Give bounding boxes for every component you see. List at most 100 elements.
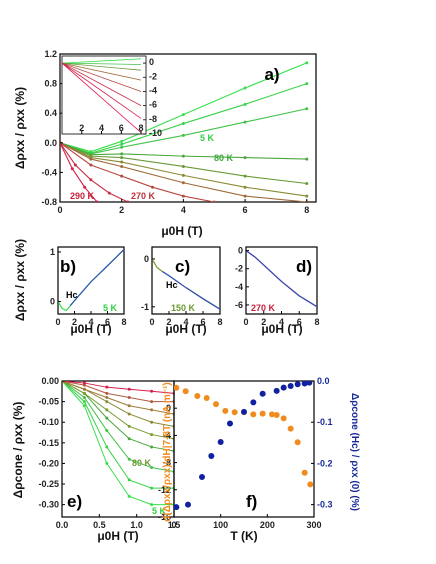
f-series-1-point-2 (199, 474, 205, 481)
a-series-1-point-2 (120, 142, 124, 146)
a-ytick-label-3: 0.0 (44, 138, 57, 148)
d-xlabel: μ0H (T) (261, 322, 302, 336)
f-series-1-point-5 (227, 420, 233, 427)
f-series-0-point-15 (301, 469, 308, 476)
f-y2tick-label-0: 0.0 (317, 376, 330, 386)
a-inset-ytick-label-2: -4 (149, 85, 157, 95)
a-series-1-point-3 (181, 122, 185, 126)
c-ann-hc: Hc (166, 280, 178, 290)
d-xtick-label-4: 8 (314, 317, 319, 327)
a-inset-series-0-line (62, 58, 142, 64)
a-series-9-point-3 (95, 200, 99, 202)
f-plot-frame (173, 380, 315, 518)
f-series-1-point-10 (280, 384, 287, 391)
e-xlabel: μ0H (T) (97, 529, 138, 543)
a-inset-ytick-label-0: 0 (149, 57, 154, 67)
a-xtick-label-4: 8 (304, 205, 309, 215)
a-series-3-line (60, 142, 307, 160)
e-xtick-label-0: 0.0 (56, 520, 69, 530)
e-series-5-point-2 (105, 400, 109, 404)
e-series-3-point-4 (150, 445, 154, 449)
f-ytick-label-4: -16 (158, 512, 171, 522)
a-series-0-point-4 (243, 86, 247, 90)
f-y2label: Δρcone (Hc) / ρxx (0) (%) (349, 393, 360, 511)
e-series-2-point-4 (150, 466, 154, 470)
a-series-4-point-2 (120, 156, 124, 160)
a-ytick-label-1: 0.8 (44, 79, 57, 89)
e-series-1-point-2 (105, 445, 109, 449)
a-series-8-point-3 (107, 191, 111, 195)
d-xtick-label-2: 4 (279, 317, 284, 327)
c-ytick-label-0: 0 (144, 254, 149, 264)
a-series-4-point-4 (243, 174, 247, 178)
d-xtick-label-3: 6 (297, 317, 302, 327)
b-xtick-label-2: 4 (88, 317, 93, 327)
e-series-8-line (62, 381, 174, 394)
e-series-4-line (62, 381, 174, 440)
a-series-6-point-1 (89, 157, 93, 161)
d-ytick-label-2: -4 (235, 282, 243, 292)
f-y2tick-label-1: -0.1 (317, 417, 333, 427)
e-xtick-label-3: 1.5 (168, 520, 181, 530)
a-inset-xtick-label-0: 2 (79, 123, 84, 133)
f-ytick-label-1: -4 (163, 430, 171, 440)
e-series-5-point-4 (150, 420, 154, 424)
f-series-1-point-7 (250, 399, 257, 406)
a-series-8-point-4 (126, 200, 130, 202)
e-series-7-line (62, 381, 174, 403)
a-ytick-label-0: 1.2 (44, 49, 57, 59)
f-series-0-point-6 (231, 409, 238, 416)
f-series-1-point-14 (306, 381, 313, 386)
e-series-8-point-4 (150, 389, 154, 393)
a-series-9-line (60, 142, 98, 202)
e-ytick-label-6: -0.30 (38, 500, 59, 510)
a-series-3-point-3 (181, 154, 185, 158)
e-series-1-point-4 (150, 486, 154, 490)
d-panel-label: d) (296, 257, 312, 276)
f-series-0-point-1 (182, 388, 189, 395)
f-series-1-point-12 (294, 381, 301, 388)
a-series-1-point-4 (243, 102, 247, 106)
b-ann-5k: 5 K (103, 303, 118, 313)
a-ytick-label-2: 0.4 (44, 108, 57, 118)
b-xtick-label-4: 8 (121, 317, 126, 327)
e-xtick-label-2: 1.0 (130, 520, 143, 530)
e-series-2-line (62, 381, 174, 473)
a-series-1-point-5 (305, 82, 309, 86)
f-series-0-point-2 (194, 392, 201, 399)
c-xtick-label-3: 6 (200, 317, 205, 327)
a-series-3-point-2 (120, 152, 124, 156)
e-ytick-label-5: -0.25 (38, 479, 59, 489)
d-ann-270k: 270 K (251, 303, 276, 313)
a-ylabel: Δρxx / ρxx (%) (13, 87, 27, 169)
f-panel-label: f) (246, 492, 257, 511)
f-y2tick-label-2: -0.2 (317, 458, 333, 468)
c-xlabel: μ0H (T) (165, 322, 206, 336)
e-series-0-point-3 (127, 494, 131, 498)
a-ytick-label-5: -0.8 (41, 197, 57, 207)
a-inset-xtick-label-1: 4 (99, 123, 104, 133)
a-series-0-point-2 (120, 139, 124, 143)
e-series-7-point-2 (105, 391, 109, 395)
f-series-0-point-4 (213, 401, 219, 408)
e-ann-80k: 80 K (132, 458, 152, 468)
f-series-0-point-16 (307, 481, 314, 488)
d-ytick-label-3: -6 (235, 300, 243, 310)
e-panel-label: e) (67, 492, 82, 511)
e-series-8-point-1 (82, 381, 86, 385)
a-inset-series-6-line (62, 62, 142, 119)
a-series-6-point-2 (120, 164, 124, 168)
a-series-0-point-5 (305, 61, 309, 65)
e-ytick-label-0: 0.00 (41, 376, 59, 386)
f-series-1-point-1 (185, 501, 191, 508)
a-series-8-point-1 (73, 163, 77, 167)
a-series-0-point-3 (181, 113, 185, 117)
a-ann-80k: 80 K (214, 153, 234, 163)
b-panel-label: b) (60, 257, 76, 276)
f-series-0-point-14 (294, 439, 301, 446)
a-plot-frame (59, 53, 317, 203)
a-series-2-point-5 (305, 107, 309, 111)
e-series-0-line (62, 381, 174, 506)
